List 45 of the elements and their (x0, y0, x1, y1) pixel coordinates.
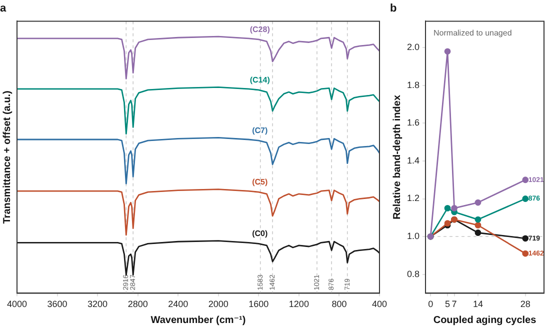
point (444, 205, 451, 212)
point (522, 250, 529, 257)
x-tick-label: 5 (445, 299, 450, 310)
point (474, 230, 482, 236)
y-tick-label: 1.0 (406, 231, 420, 242)
point (451, 205, 458, 212)
x-tick-label: 1200 (288, 299, 309, 310)
y-tick-label: 1.4 (406, 155, 420, 166)
y-tick-label: 1.6 (406, 118, 420, 128)
point (474, 222, 482, 228)
x-tick-label: 0 (428, 299, 434, 310)
y-tick-label: 1.2 (406, 193, 420, 204)
x-tick-label: 2400 (168, 299, 188, 310)
series-label: (C28) (250, 24, 270, 34)
annotation: Normalized to unaged (434, 28, 512, 38)
x-tick-label: 400 (372, 299, 388, 310)
x-tick-label: 14 (472, 299, 483, 310)
point (522, 235, 529, 242)
x-tick-label: 4000 (6, 299, 28, 310)
point (474, 216, 482, 223)
y-axis-title: Transmittance + offset (a.u.) (2, 90, 13, 224)
y-axis-title: Relative band-depth index (392, 94, 403, 220)
x-tick-label: 3600 (47, 299, 68, 310)
x-tick-label: 7 (452, 299, 457, 310)
point (444, 48, 451, 55)
point (522, 176, 529, 184)
series-label: (C5) (252, 177, 268, 186)
x-tick-label: 2800 (128, 299, 148, 310)
chart-title: a (0, 2, 7, 15)
x-axis-title: Coupled aging cycles (433, 314, 537, 326)
y-tick-label: 2.0 (406, 42, 420, 52)
chart-title: b (390, 2, 397, 15)
point (522, 196, 529, 202)
x-tick-label: 2000 (208, 299, 228, 310)
series-label: (C14) (250, 75, 270, 84)
y-tick-label: 1.8 (406, 80, 420, 90)
series-label: (C7) (252, 126, 268, 135)
x-tick-label: 800 (332, 299, 347, 310)
point (474, 199, 482, 206)
y-tick-label: 0.8 (406, 268, 420, 279)
series-label: (C0) (252, 229, 268, 238)
x-tick-label: 3200 (88, 299, 108, 310)
x-axis-title: Wavenumber (cm⁻¹) (150, 314, 246, 326)
x-tick-label: 28 (520, 299, 530, 310)
x-tick-label: 1600 (248, 299, 269, 310)
